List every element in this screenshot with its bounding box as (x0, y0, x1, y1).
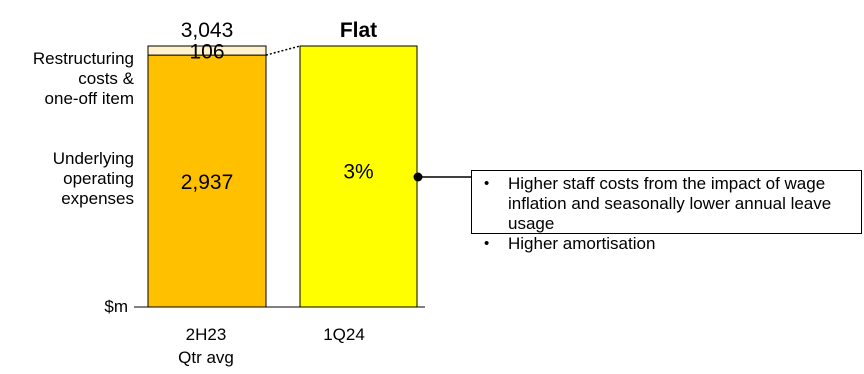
data-label-underlying: 2,937 (181, 171, 234, 194)
series-label-line: operating (63, 169, 134, 188)
comparison-header-flat: Flat (340, 19, 377, 42)
callout-bullet: Higher staff costs from the impact of wa… (482, 174, 853, 234)
series-label-line: costs & (78, 69, 134, 88)
callout-connector-dot (413, 172, 423, 182)
callout-box: Higher staff costs from the impact of wa… (471, 170, 862, 254)
series-label-underlying: Underlying operating expenses (53, 149, 134, 208)
series-label-line: Underlying (53, 149, 134, 168)
bar-connector-line (265, 45, 301, 56)
series-label-line: Restructuring (33, 49, 134, 68)
data-label-restructuring: 106 (189, 41, 224, 64)
category-label-2h23-line2: Qtr avg (178, 348, 234, 367)
callout-bullet: Higher amortisation (482, 234, 853, 254)
bar-underlying-opex-2h23 (147, 54, 267, 308)
bar-1q24 (299, 45, 418, 308)
series-label-restructuring: Restructuring costs & one-off item (33, 49, 135, 108)
series-label-line: expenses (61, 189, 134, 208)
data-label-1q24-change: 3% (343, 161, 373, 184)
callout-bullet-list: Higher staff costs from the impact of wa… (482, 174, 853, 254)
total-label-2h23: 3,043 (181, 19, 234, 42)
unit-label: $m (104, 297, 128, 316)
category-label-2h23-line1: 2H23 (186, 325, 227, 344)
series-label-line: one-off item (45, 89, 134, 108)
bar-restructuring-2h23 (147, 45, 267, 56)
category-label-1q24: 1Q24 (323, 325, 365, 344)
